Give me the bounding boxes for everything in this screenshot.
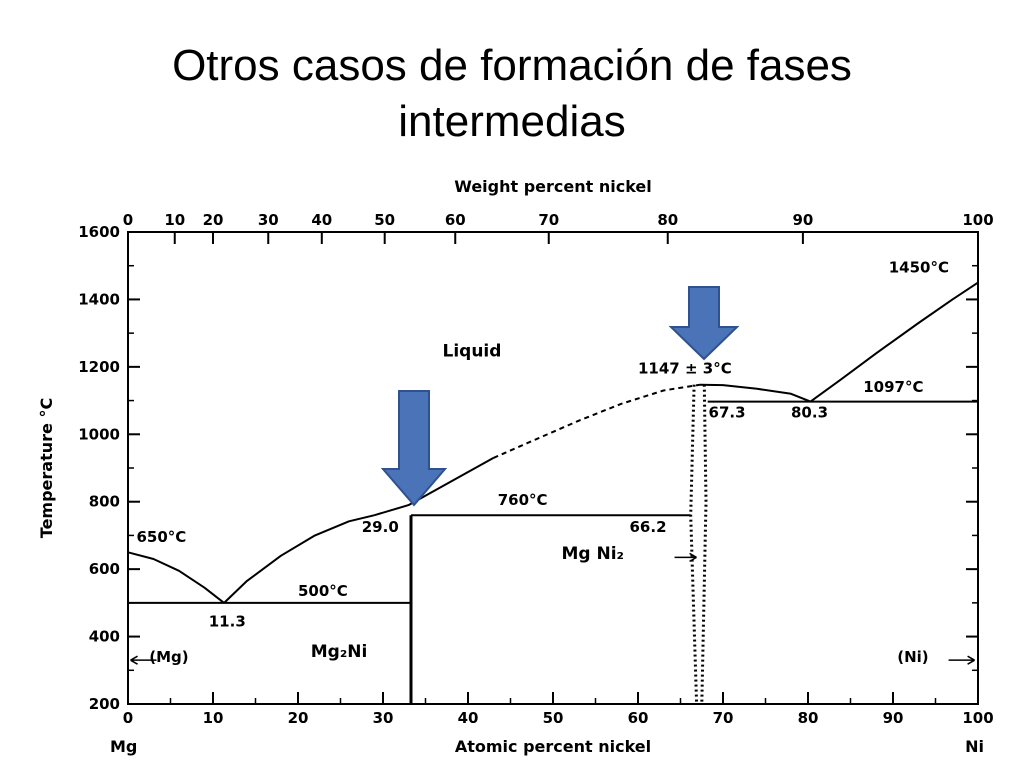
plot-frame: [127, 231, 979, 705]
x2-tick-label-50: 50: [374, 211, 395, 229]
annotation-12: (Mg): [149, 648, 188, 666]
annotation-15: (Ni): [897, 648, 928, 666]
x-tick-label-100: 100: [962, 709, 993, 727]
x-axis-end-left: Mg: [110, 737, 137, 756]
annotation-7: 1147 ± 3°C: [638, 360, 732, 378]
x-tick-label-70: 70: [713, 709, 734, 727]
callout-arrow-mg2ni: [380, 390, 448, 507]
x-tick-label-40: 40: [458, 709, 479, 727]
x2-tick-label-80: 80: [657, 211, 678, 229]
annotation-8: 67.3: [709, 403, 746, 421]
y-tick-label-800: 800: [89, 493, 120, 511]
x-tick-label-80: 80: [798, 709, 819, 727]
slide-title-line-1: Otros casos de formación de fases: [172, 41, 852, 90]
x2-tick-label-90: 90: [792, 211, 813, 229]
mgni2-pointer: [674, 552, 697, 562]
annotation-1: 650°C: [137, 528, 187, 546]
x-tick-label-50: 50: [543, 709, 564, 727]
callout-arrow-mgni2: [668, 286, 740, 361]
x2-tick-label-100: 100: [962, 211, 993, 229]
x2-tick-label-30: 30: [258, 211, 279, 229]
x-tick-label-10: 10: [203, 709, 224, 727]
phase-line-10: [689, 384, 699, 705]
x2-tick-label-0: 0: [123, 211, 133, 229]
annotation-13: Mg₂Ni: [311, 642, 368, 662]
y-tick-label-1200: 1200: [78, 358, 120, 376]
phase-line-2: [374, 457, 494, 517]
annotation-5: 760°C: [498, 491, 548, 509]
x-tick-label-60: 60: [628, 709, 649, 727]
annotation-4: 29.0: [362, 518, 399, 536]
phase-line-1: [223, 514, 375, 604]
x-axis-end-right: Ni: [965, 737, 984, 756]
annotation-10: 1097°C: [863, 378, 923, 396]
phase-line-5: [809, 281, 979, 403]
x-tick-label-30: 30: [373, 709, 394, 727]
annotation-0: Liquid: [443, 342, 502, 362]
phase-line-3: [493, 383, 701, 459]
x2-tick-label-10: 10: [164, 211, 185, 229]
slide-title-line-2: intermedias: [398, 97, 626, 146]
x2-axis-title: Weight percent nickel: [454, 177, 652, 196]
annotation-9: 80.3: [791, 403, 828, 421]
y-tick-label-1400: 1400: [78, 290, 120, 308]
x-tick-label-0: 0: [123, 709, 133, 727]
x-tick-label-20: 20: [288, 709, 309, 727]
y-axis-title: Temperature °C: [37, 398, 56, 538]
y-tick-label-1600: 1600: [78, 223, 120, 241]
annotation-11: 1450°C: [889, 258, 949, 276]
phase-line-0: [127, 551, 225, 604]
annotation-3: 500°C: [298, 582, 348, 600]
y-tick-label-200: 200: [89, 695, 120, 713]
annotation-6: 66.2: [630, 518, 667, 536]
ni-phase-pointer: [948, 655, 975, 665]
x2-tick-label-60: 60: [445, 211, 466, 229]
annotation-2: 11.3: [209, 612, 246, 630]
x2-tick-label-20: 20: [203, 211, 224, 229]
slide-title: Otros casos de formación de fases interm…: [0, 38, 1024, 150]
x-axis-title: Atomic percent nickel: [455, 737, 651, 756]
y-tick-label-1000: 1000: [78, 425, 120, 443]
phase-line-4: [699, 383, 811, 403]
x2-tick-label-70: 70: [538, 211, 559, 229]
mg-phase-pointer: [130, 655, 157, 665]
y-tick-label-400: 400: [89, 628, 120, 646]
y-tick-label-600: 600: [89, 560, 120, 578]
phase-line-11: [700, 384, 708, 705]
x2-tick-label-40: 40: [311, 211, 332, 229]
annotation-14: Mg Ni₂: [562, 544, 625, 564]
x-tick-label-90: 90: [883, 709, 904, 727]
